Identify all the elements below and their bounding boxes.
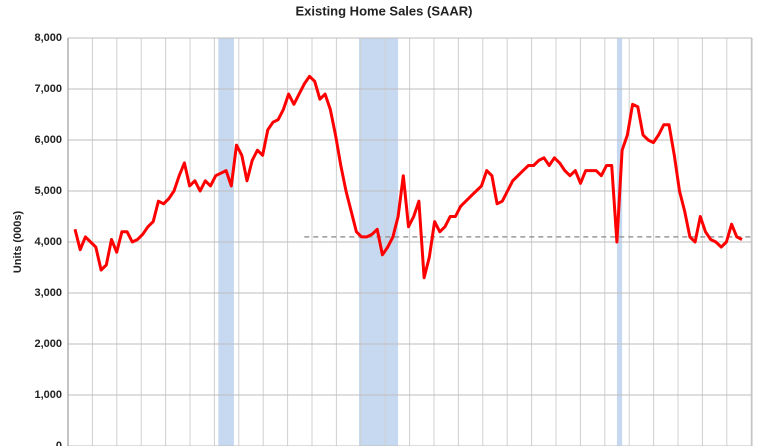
y-tick-label: 7,000 (34, 83, 62, 95)
y-tick-label: 2,000 (34, 338, 62, 350)
y-tick-label: 4,000 (34, 236, 62, 248)
y-tick-label: 5,000 (34, 185, 62, 197)
data-line (73, 74, 743, 280)
y-tick-label: 6,000 (34, 134, 62, 146)
y-axis-label: Units (000s) (12, 210, 24, 273)
y-tick-label: 8,000 (34, 32, 62, 44)
y-tick-label: 1,000 (34, 389, 62, 401)
y-tick-label: 3,000 (34, 287, 62, 299)
y-tick-label: 0 (56, 440, 62, 446)
chart-title: Existing Home Sales (SAAR) (296, 3, 473, 18)
